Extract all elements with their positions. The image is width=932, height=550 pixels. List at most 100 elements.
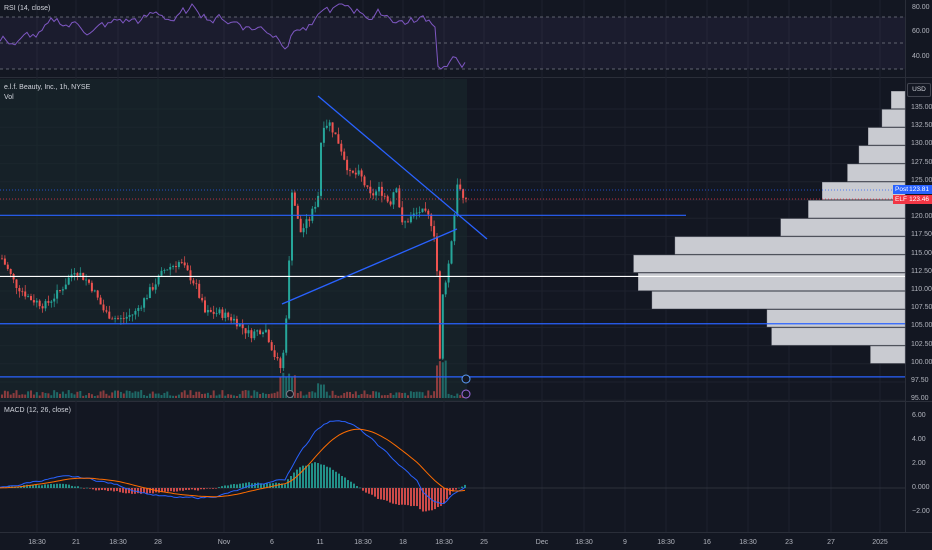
candle-body bbox=[409, 216, 412, 223]
volume-bar bbox=[395, 392, 398, 398]
currency-button[interactable]: USD bbox=[907, 83, 931, 97]
rsi-legend[interactable]: RSI (14, close) bbox=[4, 5, 51, 12]
candle-body bbox=[105, 310, 108, 312]
volume-bar bbox=[409, 391, 412, 398]
volume-bar bbox=[296, 393, 299, 398]
candle-body bbox=[383, 195, 386, 197]
post-price-badge: Post 123.81 bbox=[893, 185, 932, 194]
macd-histogram-bar bbox=[194, 488, 196, 491]
macd-histogram-bar bbox=[59, 483, 61, 488]
candle-body bbox=[122, 318, 125, 320]
volume-bar bbox=[163, 392, 166, 398]
time-axis-label: 2025 bbox=[872, 539, 888, 546]
candle-body bbox=[53, 298, 56, 302]
volume-profile-bar bbox=[674, 236, 906, 255]
post-label: Post bbox=[895, 186, 909, 193]
volume-bar bbox=[79, 391, 82, 398]
candle-body bbox=[407, 221, 409, 223]
volume-bar bbox=[177, 394, 180, 398]
macd-legend[interactable]: MACD (12, 26, close) bbox=[4, 407, 71, 414]
volume-bar bbox=[119, 391, 122, 398]
candle-body bbox=[380, 186, 383, 196]
candle-body bbox=[441, 294, 444, 359]
time-axis-label: 18:30 bbox=[657, 539, 675, 546]
macd-histogram-bar bbox=[329, 467, 331, 488]
candle-body bbox=[253, 331, 256, 339]
volume-profile-bar bbox=[870, 345, 906, 364]
volume-bar bbox=[253, 390, 256, 398]
candle-body bbox=[398, 188, 401, 208]
volume-bar bbox=[375, 391, 378, 398]
volume-bar bbox=[122, 393, 125, 398]
candle-body bbox=[241, 323, 244, 329]
time-axis-label: Dec bbox=[535, 539, 549, 546]
candle-body bbox=[143, 298, 146, 308]
volume-bar bbox=[172, 395, 175, 398]
volume-bar bbox=[44, 393, 47, 398]
volume-bar bbox=[198, 391, 201, 398]
symbol-legend[interactable]: e.l.f. Beauty, Inc., 1h, NYSE bbox=[4, 84, 91, 91]
volume-bar bbox=[157, 393, 160, 398]
candle-body bbox=[389, 201, 392, 205]
rsi-pane-divider[interactable] bbox=[0, 77, 932, 78]
volume-bar bbox=[61, 391, 64, 398]
volume-bar bbox=[444, 360, 447, 398]
macd-histogram-bar bbox=[434, 488, 436, 510]
macd-histogram-bar bbox=[404, 488, 406, 505]
volume-bar bbox=[354, 391, 357, 398]
candle-body bbox=[351, 170, 354, 173]
macd-histogram-bar bbox=[74, 486, 76, 488]
candle-body bbox=[456, 184, 459, 215]
macd-histogram-bar bbox=[443, 488, 445, 504]
macd-histogram-bar bbox=[446, 488, 448, 500]
candle-body bbox=[328, 122, 331, 126]
volume-bar bbox=[424, 395, 427, 398]
candle-body bbox=[262, 332, 264, 335]
volume-bar bbox=[250, 395, 253, 398]
candle-body bbox=[450, 241, 453, 264]
volume-bar bbox=[148, 393, 151, 398]
macd-histogram-bar bbox=[338, 473, 340, 488]
volume-bar bbox=[404, 392, 407, 398]
volume-bar bbox=[224, 395, 227, 398]
macd-histogram-bar bbox=[212, 488, 214, 489]
price-axis-label: 125.00 bbox=[911, 176, 932, 184]
candle-body bbox=[125, 316, 128, 319]
macd-signal-line bbox=[0, 428, 466, 498]
candle-body bbox=[296, 205, 299, 219]
volume-bar bbox=[204, 393, 206, 398]
volume-bar bbox=[88, 393, 90, 398]
macd-histogram-bar bbox=[269, 483, 271, 488]
macd-histogram-bar bbox=[239, 483, 241, 488]
candle-body bbox=[392, 192, 395, 205]
macd-axis-label-0: 0.000 bbox=[912, 484, 930, 491]
macd-histogram-bar bbox=[179, 488, 181, 491]
volume-bar bbox=[314, 392, 317, 398]
candle-body bbox=[85, 279, 88, 281]
candle-body bbox=[151, 287, 154, 290]
volume-bar bbox=[311, 391, 314, 398]
volume-bar bbox=[343, 393, 346, 398]
volume-bar bbox=[441, 362, 444, 398]
volume-bar bbox=[1, 394, 3, 398]
macd-pane-divider[interactable] bbox=[0, 401, 932, 402]
volume-bar bbox=[407, 395, 409, 398]
macd-histogram-bar bbox=[260, 483, 262, 488]
candle-body bbox=[27, 296, 30, 297]
ticker-price-badge: ELF 123.46 bbox=[893, 195, 932, 204]
volume-bar bbox=[421, 392, 424, 398]
volume-profile-bar bbox=[808, 200, 906, 218]
volume-profile-bar bbox=[638, 273, 906, 291]
candle-body bbox=[61, 289, 64, 291]
candle-body bbox=[256, 330, 259, 332]
volume-bar bbox=[241, 390, 244, 398]
volume-profile-bar bbox=[633, 254, 906, 273]
volume-legend[interactable]: Vol bbox=[4, 94, 14, 101]
macd-histogram-bar bbox=[290, 476, 292, 488]
volume-bar bbox=[398, 392, 401, 398]
macd-histogram-bar bbox=[371, 488, 373, 495]
volume-bar bbox=[320, 384, 322, 398]
volume-bar bbox=[235, 395, 238, 398]
macd-histogram-bar bbox=[395, 488, 397, 505]
